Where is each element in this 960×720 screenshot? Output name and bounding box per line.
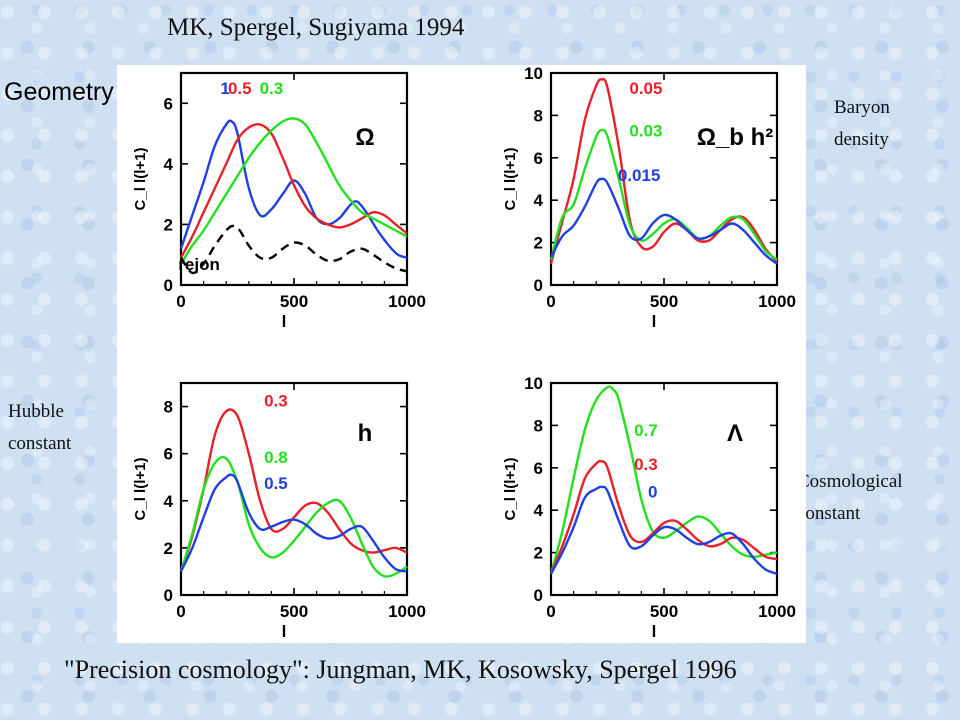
panel-top-left-xtick-label: 1000 [388, 292, 426, 311]
panel-top-left-xlabel: l [282, 312, 287, 331]
panel-top-left-series-label: 0.3 [260, 79, 284, 98]
panel-top-left-ylabel: C_l l(l+1) [132, 148, 149, 211]
panel-bottom-left-parameter-label: h [358, 420, 373, 447]
panel-bottom-right-ytick-label: 10 [524, 374, 543, 393]
panel-top-right-series-line [549, 128, 778, 261]
panel-bottom-left-series-label: 0.3 [264, 392, 288, 411]
panel-top-right-ytick-label: 0 [534, 276, 543, 295]
panel-top-left-xtick-label: 500 [280, 292, 308, 311]
panel-top-left-series-label: 0.5 [228, 79, 252, 98]
panel-bottom-right-xlabel: l [652, 622, 657, 641]
panel-bottom-right-series-line [549, 459, 778, 575]
panel-bottom-right-series-label: 0 [648, 482, 657, 501]
cosmological-constant-label: Cosmological constant [797, 471, 903, 524]
panel-top-right-ytick-label: 2 [534, 234, 543, 253]
panel-top-right-ytick-label: 4 [534, 191, 544, 210]
panel-top-right-series-label: 0.015 [618, 166, 661, 185]
panel-bottom-right-series-label: 0.3 [634, 455, 658, 474]
panel-bottom-right-ylabel: C_l l(l+1) [502, 458, 519, 521]
panel-bottom-right-ytick-label: 6 [534, 459, 543, 478]
page-title: MK, Spergel, Sugiyama 1994 [167, 14, 465, 41]
panel-top-left-series-label: rejon [178, 255, 220, 274]
panel-bottom-left-series-line [179, 408, 408, 572]
panel-bottom-right-ytick-label: 0 [534, 586, 543, 605]
panel-bottom-right-ytick-label: 2 [534, 544, 543, 563]
panel-top-right-ylabel: C_l l(l+1) [502, 148, 519, 211]
panel-bottom-right-series-label: 0.7 [634, 421, 658, 440]
panel-bottom-left-xtick-label: 1000 [388, 602, 426, 621]
panel-top-right-parameter-label: Ω_b h² [697, 124, 774, 151]
panel-bottom-left-xlabel: l [282, 622, 287, 641]
panel-bottom-left-ytick-label: 8 [164, 398, 173, 417]
citation-footer: "Precision cosmology": Jungman, MK, Koso… [64, 655, 737, 684]
panel-top-right-ytick-label: 10 [524, 65, 543, 83]
panel-top-right-ytick-label: 8 [534, 106, 543, 125]
panel-top-right-xtick-label: 1000 [758, 292, 796, 311]
panel-top-right-xlabel: l [652, 312, 657, 331]
panel-top-left-series-line [179, 122, 408, 259]
panel-bottom-right-series-line [549, 385, 778, 575]
panel-bottom-right-ytick-label: 4 [534, 501, 544, 520]
panel-bottom-left-series-label: 0.5 [264, 474, 288, 493]
panel-top-left-frame [179, 71, 409, 287]
baryon-density-label: Baryon density [834, 97, 890, 150]
panel-top-right-xtick-label: 500 [650, 292, 678, 311]
panel-top-left-xtick-label: 0 [176, 292, 185, 311]
panel-top-left-parameter-label: Ω [355, 124, 374, 151]
panel-bottom-left-series-label: 0.8 [264, 448, 288, 467]
geometry-label: Geometry [4, 78, 114, 106]
panel-top-left-series-line [179, 224, 408, 275]
panel-bottom-left-xtick-label: 500 [280, 602, 308, 621]
panel-top-left-ytick-label: 6 [164, 94, 173, 113]
hubble-constant-label: Hubble constant [8, 401, 72, 454]
panel-bottom-right-frame [549, 381, 779, 597]
panel-top-right-frame [549, 71, 779, 287]
panel-top-right-series-line [549, 177, 778, 265]
panel-bottom-left-ylabel: C_l l(l+1) [132, 458, 149, 521]
panel-top-right-ytick-label: 6 [534, 149, 543, 168]
panel-bottom-left-ytick-label: 6 [164, 445, 173, 464]
panel-bottom-left-series-line [179, 455, 408, 578]
panel-top-right-xtick-label: 0 [546, 292, 555, 311]
panel-bottom-left-series-line [179, 473, 408, 573]
panel-bottom-right-xtick-label: 1000 [758, 602, 796, 621]
panel-top-left-ytick-label: 0 [164, 276, 173, 295]
panel-bottom-left-xtick-label: 0 [176, 602, 185, 621]
panel-bottom-left-ytick-label: 4 [164, 492, 174, 511]
panel-bottom-left-ytick-label: 0 [164, 586, 173, 605]
panel-top-left-ytick-label: 4 [164, 155, 174, 174]
panel-bottom-right-series-line [549, 485, 778, 575]
panel-bottom-right-xtick-label: 0 [546, 602, 555, 621]
panel-top-right-series-label: 0.03 [629, 122, 662, 141]
panel-top-right-series-label: 0.05 [629, 79, 662, 98]
panel-bottom-right-xtick-label: 500 [650, 602, 678, 621]
panel-top-left-series-label: 1 [220, 79, 229, 98]
panel-top-left-series-line [179, 117, 408, 265]
panel-bottom-right-ytick-label: 8 [534, 416, 543, 435]
panel-bottom-right-parameter-label: Λ [727, 420, 743, 447]
panel-top-left-ytick-label: 2 [164, 215, 173, 234]
panel-bottom-left-ytick-label: 2 [164, 539, 173, 558]
cmb-power-spectrum-figure: 0 500 1000 0 2 4 6 l C_l l(l+1) Ω 1 0.5 0.3 rejon 0 500… [117, 65, 806, 643]
